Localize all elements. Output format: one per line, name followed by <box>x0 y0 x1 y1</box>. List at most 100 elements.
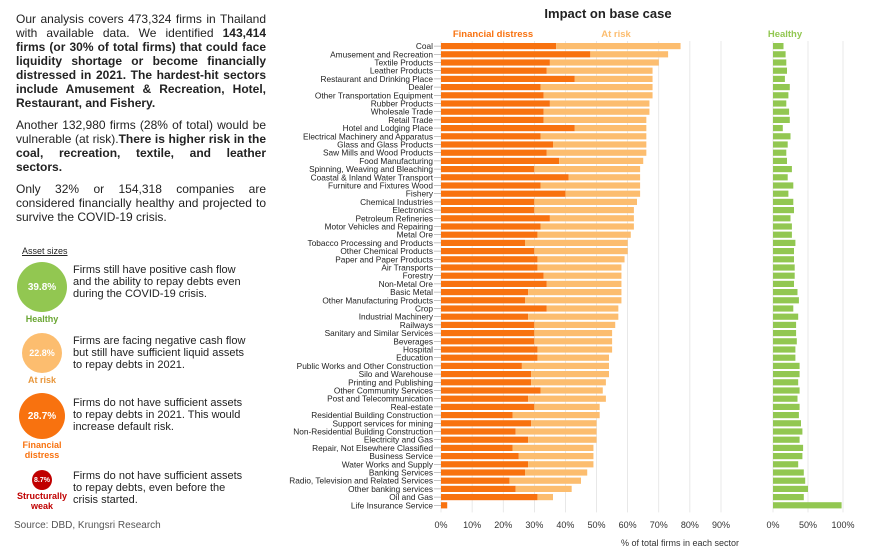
bar-financial-distress <box>441 75 575 82</box>
bar-financial-distress <box>441 395 529 402</box>
bar-healthy <box>773 494 804 501</box>
bar-healthy <box>773 453 803 460</box>
bar-financial-distress <box>441 461 529 468</box>
bar-at-risk <box>540 84 653 91</box>
bar-healthy <box>773 436 800 443</box>
bar-healthy <box>773 166 792 173</box>
bar-at-risk <box>534 207 634 214</box>
bar-at-risk <box>568 174 641 181</box>
category-label: Residential Building Construction <box>311 410 433 420</box>
category-label: Sanitary and Similar Services <box>325 328 433 338</box>
intro-text: Our analysis covers 473,324 firms in Tha… <box>16 12 266 232</box>
bar-financial-distress <box>441 157 560 164</box>
bar-financial-distress <box>441 174 569 181</box>
bar-healthy <box>773 330 797 337</box>
category-label: Leather Products <box>370 66 433 76</box>
legend-bubble-financial-distress: 28.7% <box>19 393 65 439</box>
bar-healthy <box>773 59 787 66</box>
bar-financial-distress <box>441 59 550 66</box>
bar-at-risk <box>565 190 641 197</box>
bar-financial-distress <box>441 436 529 443</box>
bar-at-risk <box>590 51 669 58</box>
bar-financial-distress <box>441 67 547 74</box>
bar-at-risk <box>537 256 625 263</box>
bar-at-risk <box>515 485 572 492</box>
bar-at-risk <box>525 239 628 246</box>
bar-financial-distress <box>441 494 538 501</box>
bar-at-risk <box>528 436 597 443</box>
bar-financial-distress <box>441 51 591 58</box>
bar-at-risk <box>534 166 641 173</box>
category-label: Repair, Not Elsewhere Classified <box>312 443 433 453</box>
category-label: Public Works and Other Construction <box>297 361 434 371</box>
bar-healthy <box>773 412 799 419</box>
category-label: Coastal & Inland Water Transport <box>311 172 434 182</box>
bar-healthy <box>773 297 799 304</box>
bar-at-risk <box>534 248 628 255</box>
bar-at-risk <box>546 149 647 156</box>
bar-financial-distress <box>441 256 538 263</box>
bar-at-risk <box>515 428 597 435</box>
category-label: Printing and Publishing <box>348 377 433 387</box>
category-label: Business Service <box>369 451 433 461</box>
bar-at-risk <box>528 395 606 402</box>
legend-label-at-risk: At risk <box>27 375 56 385</box>
category-label: Banking Services <box>369 468 433 478</box>
category-label: Crop <box>415 304 433 314</box>
bar-healthy <box>773 321 797 328</box>
category-label: Motor Vehicles and Repairing <box>325 222 434 232</box>
bar-healthy <box>773 362 800 369</box>
x-tick-label-left: 70% <box>650 520 668 530</box>
bar-financial-distress <box>441 166 535 173</box>
bar-healthy <box>773 141 788 148</box>
bar-at-risk <box>531 379 606 386</box>
bar-healthy <box>773 157 787 164</box>
bar-at-risk <box>525 297 622 304</box>
bar-financial-distress <box>441 215 550 222</box>
category-label: Water Works and Supply <box>342 459 434 469</box>
category-label: Retail Trade <box>388 115 433 125</box>
legend-desc-healthy: Firms still have positive cash flow and … <box>73 264 241 300</box>
bar-healthy <box>773 43 784 50</box>
category-label: Non-Metal Ore <box>379 279 434 289</box>
bar-healthy <box>773 477 806 484</box>
category-label: Tobacco Processing and Products <box>308 238 433 248</box>
bar-at-risk <box>528 461 594 468</box>
bar-healthy <box>773 420 801 427</box>
bar-financial-distress <box>441 133 541 140</box>
category-label: Basic Metal <box>390 287 433 297</box>
bar-financial-distress <box>441 141 553 148</box>
category-label: Industrial Machinery <box>359 312 434 322</box>
category-label: Textile Products <box>374 58 433 68</box>
category-label: Chemical Industries <box>360 197 433 207</box>
bar-financial-distress <box>441 43 557 50</box>
bar-healthy <box>773 469 804 476</box>
bar-financial-distress <box>441 272 544 279</box>
bar-healthy <box>773 215 791 222</box>
bar-healthy <box>773 174 788 181</box>
bar-at-risk <box>549 59 659 66</box>
bar-at-risk <box>556 43 681 50</box>
category-label: Fishery <box>406 189 434 199</box>
category-label: Coal <box>416 41 433 51</box>
category-label: Glass and Glass Products <box>337 140 433 150</box>
bar-healthy <box>773 485 808 492</box>
panel-label-healthy: Healthy <box>768 29 803 40</box>
bar-financial-distress <box>441 321 535 328</box>
bar-at-risk <box>540 133 647 140</box>
bar-financial-distress <box>441 182 541 189</box>
category-label: Air Transports <box>381 263 433 273</box>
bar-at-risk <box>559 157 644 164</box>
bar-at-risk <box>534 321 616 328</box>
bar-at-risk <box>531 420 597 427</box>
bar-financial-distress <box>441 223 541 230</box>
bar-healthy <box>773 207 794 214</box>
category-label: Hotel and Lodging Place <box>343 123 434 133</box>
bar-healthy <box>773 92 789 99</box>
category-label: Dealer <box>409 82 434 92</box>
category-label: Education <box>396 353 433 363</box>
bar-financial-distress <box>441 403 535 410</box>
bar-healthy <box>773 289 798 296</box>
bar-financial-distress <box>441 149 547 156</box>
